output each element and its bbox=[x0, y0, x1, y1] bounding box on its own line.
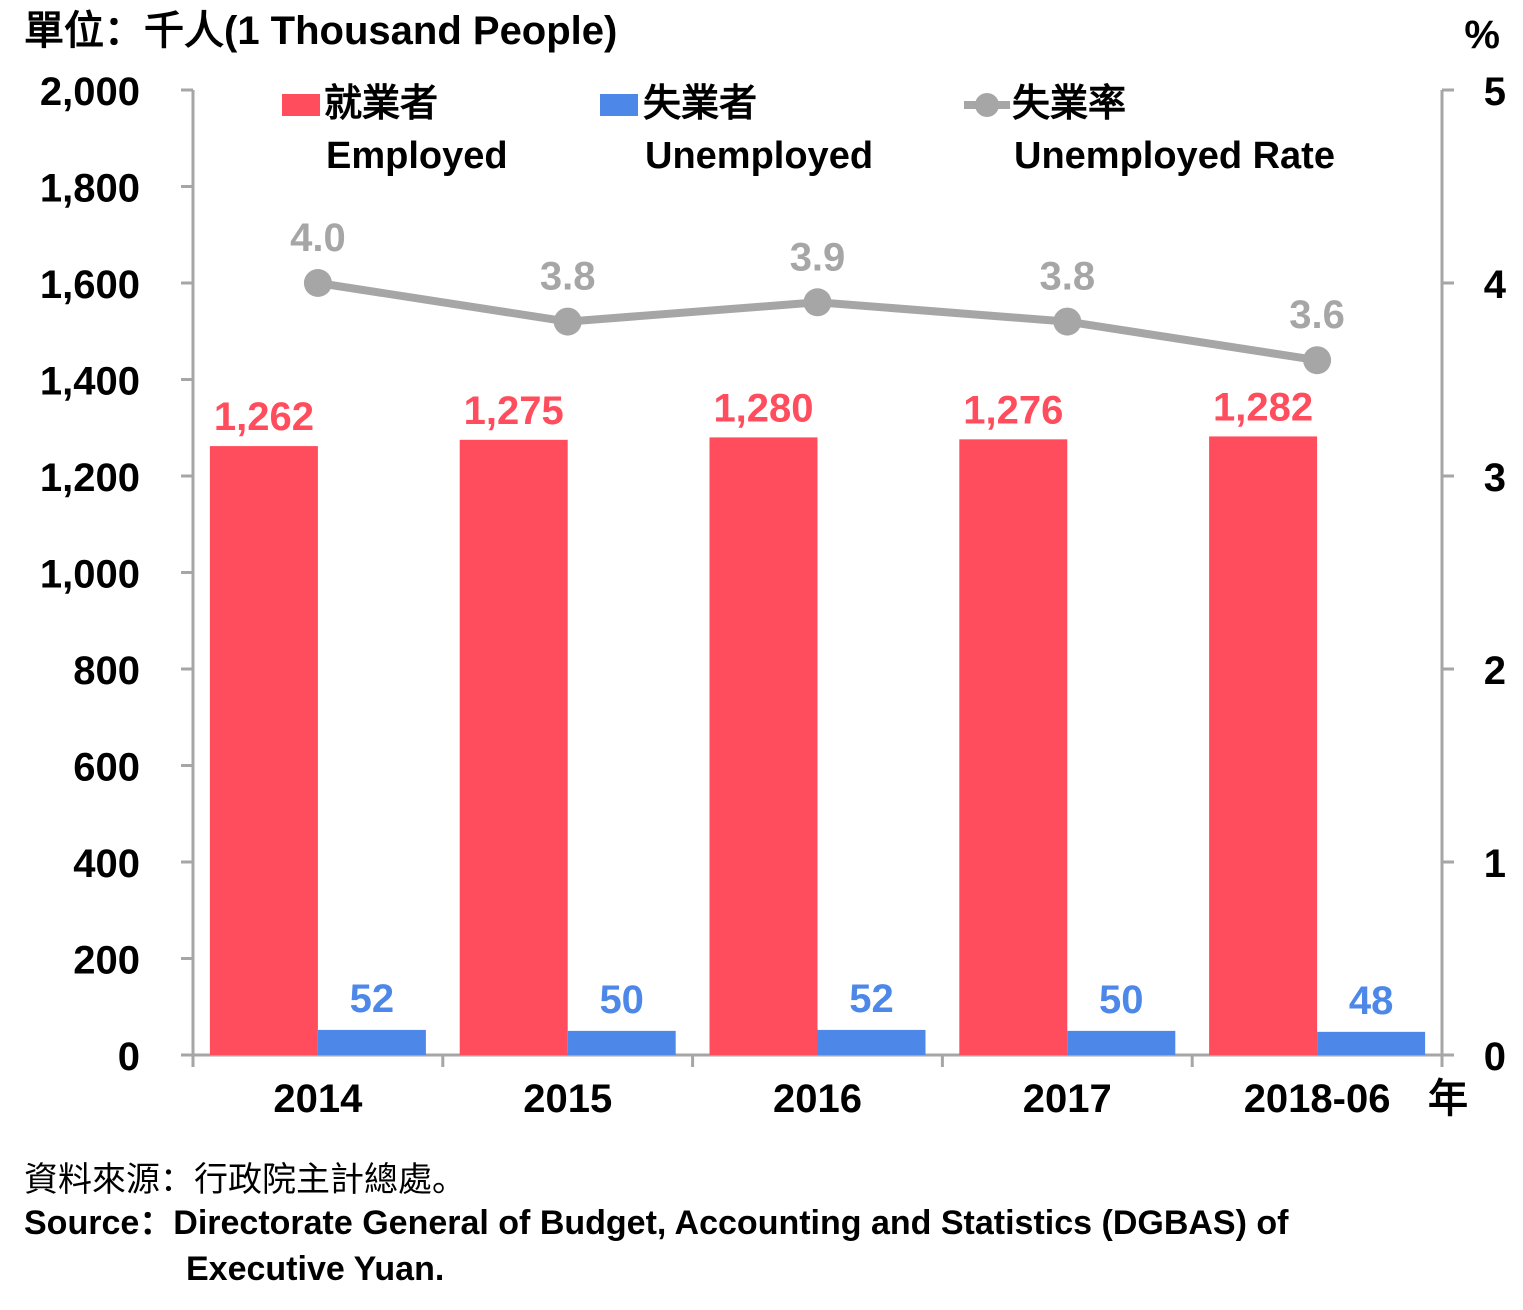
bar-unemployed bbox=[567, 1030, 676, 1055]
legend-unemployed-en: Unemployed bbox=[645, 135, 873, 177]
source-en-line2: Executive Yuan. bbox=[186, 1250, 445, 1288]
label-employed: 1,276 bbox=[963, 388, 1063, 432]
legend-unemployed-zh: 失業者 bbox=[643, 83, 757, 125]
label-rate: 3.8 bbox=[540, 255, 596, 299]
combo-chart: 單位：千人(1 Thousand People) % 就業者 Employed … bbox=[24, 9, 1507, 1121]
label-unemployed: 48 bbox=[1349, 979, 1394, 1023]
rate-marker bbox=[803, 288, 832, 317]
label-rate: 3.6 bbox=[1289, 293, 1345, 337]
source-zh: 資料來源：行政院主計總處。 bbox=[24, 1161, 466, 1199]
legend: 就業者 Employed 失業者 Unemployed 失業率 Unemploy… bbox=[282, 83, 1335, 177]
rate-marker bbox=[1303, 346, 1332, 375]
label-unemployed: 50 bbox=[599, 978, 644, 1022]
legend-marker-rate bbox=[975, 93, 999, 117]
label-employed: 1,280 bbox=[713, 386, 813, 430]
left-tick-label: 1,400 bbox=[40, 360, 140, 404]
x-axis-unit-label: 年 bbox=[1428, 1077, 1468, 1121]
label-rate: 3.8 bbox=[1039, 255, 1095, 299]
bar-unemployed bbox=[817, 1029, 926, 1055]
legend-swatch-unemployed bbox=[600, 94, 638, 116]
label-rate: 3.9 bbox=[790, 235, 846, 279]
label-employed: 1,275 bbox=[464, 389, 564, 433]
x-tick-label: 2015 bbox=[523, 1077, 612, 1121]
right-tick-label: 0 bbox=[1484, 1035, 1506, 1079]
bar-employed bbox=[459, 439, 568, 1055]
left-tick-label: 1,200 bbox=[40, 456, 140, 500]
right-tick-label: 1 bbox=[1484, 842, 1506, 886]
bar-unemployed bbox=[1317, 1031, 1426, 1055]
x-tick-label: 2018-06 bbox=[1244, 1077, 1391, 1121]
label-employed: 1,262 bbox=[214, 395, 314, 439]
label-rate: 4.0 bbox=[290, 216, 346, 260]
rate-marker bbox=[303, 269, 332, 297]
bar-employed bbox=[959, 439, 1068, 1056]
right-axis-unit-label: % bbox=[1464, 13, 1500, 57]
source-en-line1: Source：Directorate General of Budget, Ac… bbox=[24, 1204, 1289, 1242]
x-tick-label: 2014 bbox=[273, 1077, 363, 1121]
left-tick-label: 800 bbox=[73, 649, 140, 693]
left-tick-label: 1,600 bbox=[40, 263, 140, 307]
bar-unemployed bbox=[317, 1029, 426, 1055]
bars bbox=[209, 436, 1426, 1056]
right-tick-label: 4 bbox=[1484, 263, 1507, 307]
data-labels: 1,262 52 1,275 50 1,280 52 1,276 50 1,282 48 4.0 3.… bbox=[214, 216, 1394, 1023]
axes: 0 200 400 600 800 1,000 1,200 1,400 1,600 1,800 2,… bbox=[40, 70, 1507, 1121]
bar-unemployed bbox=[1067, 1030, 1176, 1055]
left-tick-label: 1,000 bbox=[40, 553, 140, 597]
left-tick-label: 1,800 bbox=[40, 167, 140, 211]
right-tick-label: 5 bbox=[1484, 70, 1506, 114]
legend-employed-zh: 就業者 bbox=[324, 83, 438, 125]
bar-employed bbox=[709, 437, 818, 1055]
left-axis-unit-label: 單位：千人(1 Thousand People) bbox=[24, 9, 617, 53]
source-en: Source：Directorate General of Budget, Ac… bbox=[24, 1200, 1504, 1292]
rate-line bbox=[303, 269, 1332, 375]
legend-swatch-employed bbox=[282, 94, 320, 116]
x-tick-label: 2017 bbox=[1023, 1077, 1112, 1121]
left-tick-label: 600 bbox=[73, 746, 140, 790]
legend-rate-zh: 失業率 bbox=[1012, 83, 1126, 125]
left-tick-label: 0 bbox=[118, 1035, 140, 1079]
bar-employed bbox=[209, 446, 318, 1056]
legend-employed-en: Employed bbox=[326, 135, 508, 177]
label-unemployed: 52 bbox=[849, 977, 894, 1021]
right-tick-label: 3 bbox=[1484, 456, 1506, 500]
label-unemployed: 50 bbox=[1099, 978, 1144, 1022]
label-employed: 1,282 bbox=[1213, 385, 1313, 429]
bar-employed bbox=[1209, 436, 1318, 1055]
left-tick-label: 2,000 bbox=[40, 70, 140, 114]
left-tick-label: 200 bbox=[73, 939, 140, 983]
rate-marker bbox=[553, 307, 582, 336]
right-tick-label: 2 bbox=[1484, 649, 1506, 693]
rate-marker bbox=[1053, 307, 1082, 336]
left-tick-label: 400 bbox=[73, 842, 140, 886]
x-tick-label: 2016 bbox=[773, 1077, 862, 1121]
label-unemployed: 52 bbox=[350, 977, 395, 1021]
legend-rate-en: Unemployed Rate bbox=[1014, 135, 1335, 177]
